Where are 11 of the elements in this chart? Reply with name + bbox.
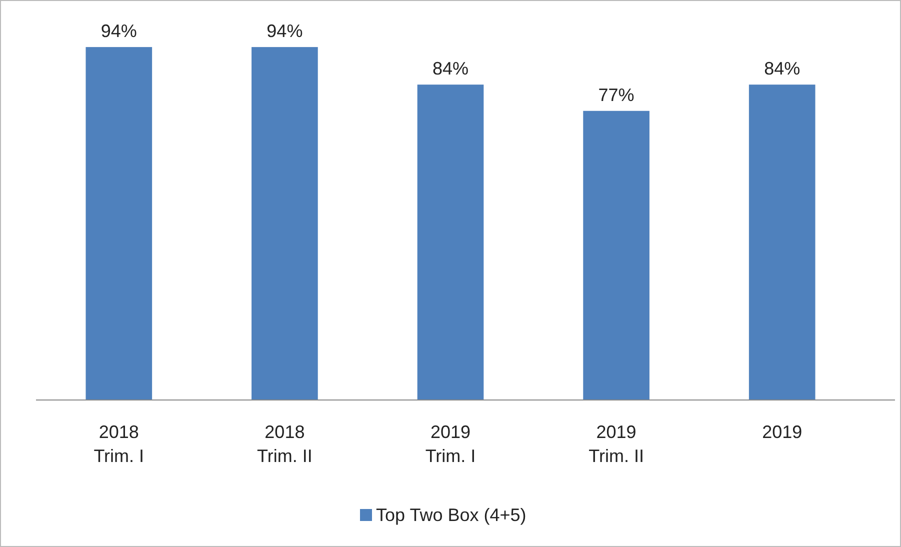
x-tick-label: 2019 [762,422,802,442]
x-tick-label: 2018 Trim. I [94,422,144,466]
data-label: 94% [100,21,137,42]
data-label: 77% [598,84,634,105]
data-label: 84% [432,58,469,79]
x-tick-label: 2018 Trim. II [257,422,312,466]
data-label: 84% [764,58,800,79]
legend-label: Top Two Box (4+5) [376,505,526,525]
x-tick-label: 2019 Trim. II [588,422,644,466]
x-tick-label: 2019 Trim. I [425,422,476,466]
data-label: 94% [266,21,303,42]
